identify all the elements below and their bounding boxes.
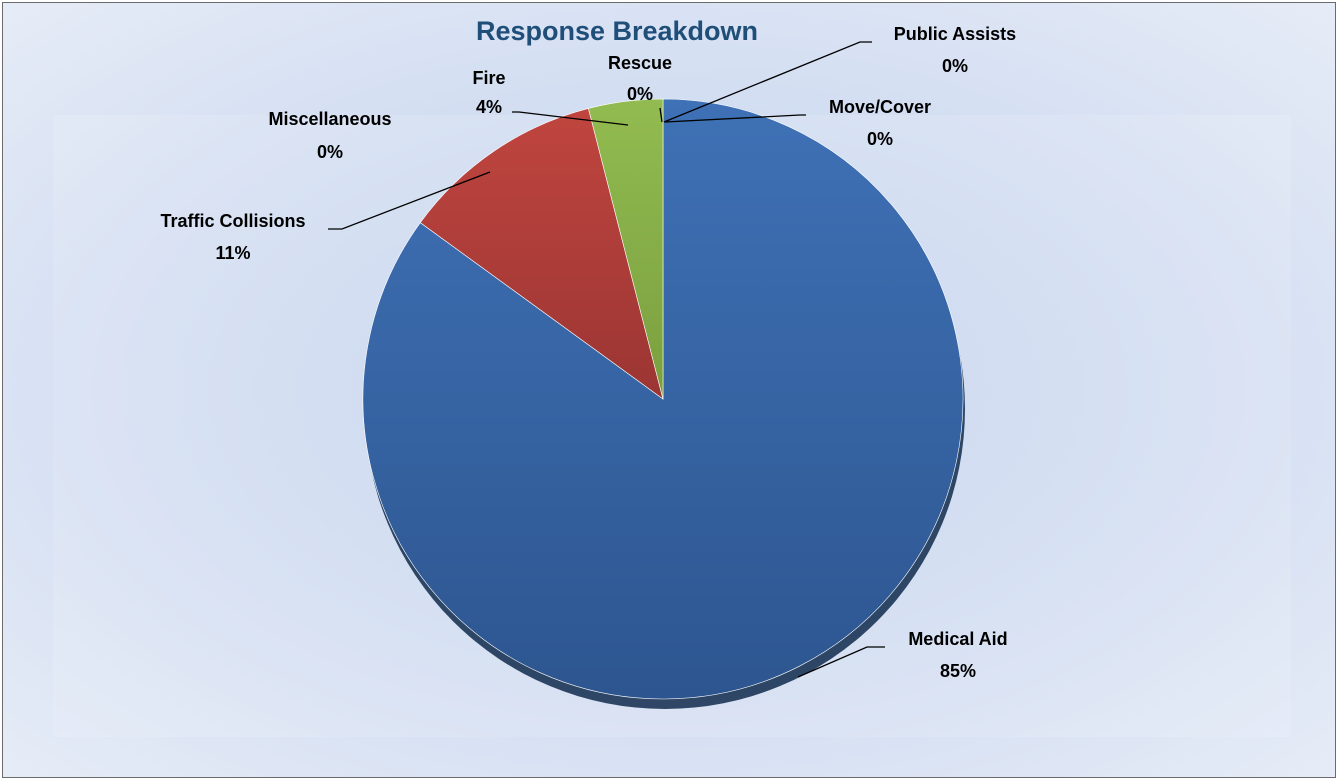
chart-title: Response Breakdown	[476, 16, 758, 46]
leader-traffic-collisions	[328, 171, 491, 230]
value-move-cover: 0%	[867, 129, 893, 149]
value-fire: 4%	[476, 97, 502, 117]
label-miscellaneous: Miscellaneous	[268, 109, 391, 129]
pie-slices	[362, 98, 964, 700]
value-medical-aid: 85%	[940, 661, 976, 681]
value-traffic-collisions: 11%	[215, 243, 250, 263]
label-move-cover: Move/Cover	[829, 97, 931, 117]
label-public-assists: Public Assists	[894, 24, 1016, 44]
value-miscellaneous: 0%	[317, 142, 343, 162]
leader-fire	[512, 111, 629, 126]
label-rescue: Rescue	[608, 53, 672, 73]
leader-public-assists	[663, 41, 872, 123]
pie-slice-fire	[588, 98, 664, 400]
value-rescue: 0%	[627, 84, 653, 104]
label-medical-aid: Medical Aid	[908, 629, 1007, 649]
leader-move-cover	[664, 114, 806, 123]
label-traffic-collisions: Traffic Collisions	[160, 211, 305, 231]
leader-rescue	[659, 107, 663, 123]
label-fire: Fire	[472, 68, 505, 88]
value-public-assists: 0%	[942, 56, 968, 76]
leader-medical-aid	[797, 646, 885, 678]
pie-slice-traffic-collisions	[419, 108, 664, 400]
